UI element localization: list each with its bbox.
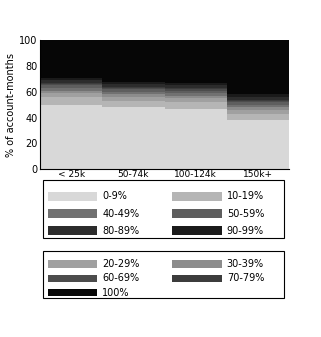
- Bar: [165, 88, 227, 89]
- Bar: [227, 40, 289, 94]
- Text: 30-39%: 30-39%: [227, 259, 264, 269]
- Bar: [165, 40, 227, 83]
- Bar: [48, 226, 97, 236]
- Bar: [227, 97, 289, 100]
- Bar: [165, 96, 227, 98]
- Bar: [48, 275, 97, 282]
- Bar: [165, 109, 227, 169]
- Bar: [48, 192, 97, 201]
- Bar: [165, 93, 227, 96]
- Bar: [227, 102, 289, 105]
- Bar: [40, 80, 102, 83]
- Bar: [40, 83, 102, 84]
- Bar: [172, 260, 222, 268]
- Bar: [48, 289, 97, 297]
- Bar: [165, 102, 227, 109]
- Bar: [40, 97, 102, 105]
- Bar: [48, 260, 97, 268]
- Bar: [102, 94, 165, 97]
- Bar: [172, 192, 222, 201]
- Bar: [165, 83, 227, 86]
- Bar: [102, 40, 165, 82]
- Y-axis label: % of account-months: % of account-months: [6, 53, 16, 157]
- X-axis label: Income: Income: [144, 195, 185, 205]
- Bar: [40, 105, 102, 169]
- Bar: [40, 40, 102, 78]
- Bar: [172, 209, 222, 218]
- Bar: [48, 209, 97, 218]
- Text: 10-19%: 10-19%: [227, 191, 264, 202]
- Bar: [40, 84, 102, 86]
- Bar: [227, 107, 289, 110]
- Bar: [172, 226, 222, 236]
- Bar: [40, 86, 102, 88]
- Text: 90-99%: 90-99%: [227, 226, 264, 236]
- Bar: [102, 97, 165, 101]
- Bar: [227, 114, 289, 120]
- Bar: [165, 89, 227, 91]
- Bar: [227, 105, 289, 107]
- Bar: [227, 110, 289, 114]
- Bar: [102, 107, 165, 169]
- Text: 70-79%: 70-79%: [227, 273, 264, 283]
- FancyBboxPatch shape: [43, 181, 284, 238]
- Bar: [102, 89, 165, 92]
- Bar: [102, 84, 165, 87]
- FancyBboxPatch shape: [43, 251, 284, 298]
- Bar: [165, 91, 227, 93]
- Text: 100%: 100%: [102, 288, 130, 298]
- Bar: [165, 98, 227, 102]
- Bar: [172, 275, 222, 282]
- Text: 80-89%: 80-89%: [102, 226, 139, 236]
- Bar: [40, 78, 102, 80]
- Bar: [40, 91, 102, 93]
- Bar: [102, 101, 165, 107]
- Bar: [102, 92, 165, 94]
- Bar: [227, 94, 289, 97]
- Text: 0-9%: 0-9%: [102, 191, 127, 202]
- Text: 20-29%: 20-29%: [102, 259, 140, 269]
- Bar: [165, 86, 227, 88]
- Bar: [40, 93, 102, 97]
- Bar: [102, 88, 165, 89]
- Bar: [102, 82, 165, 84]
- Bar: [40, 88, 102, 91]
- Bar: [227, 100, 289, 101]
- Text: 40-49%: 40-49%: [102, 209, 139, 219]
- Bar: [227, 120, 289, 169]
- Text: 60-69%: 60-69%: [102, 273, 139, 283]
- Bar: [102, 87, 165, 88]
- Bar: [227, 101, 289, 102]
- Text: 50-59%: 50-59%: [227, 209, 264, 219]
